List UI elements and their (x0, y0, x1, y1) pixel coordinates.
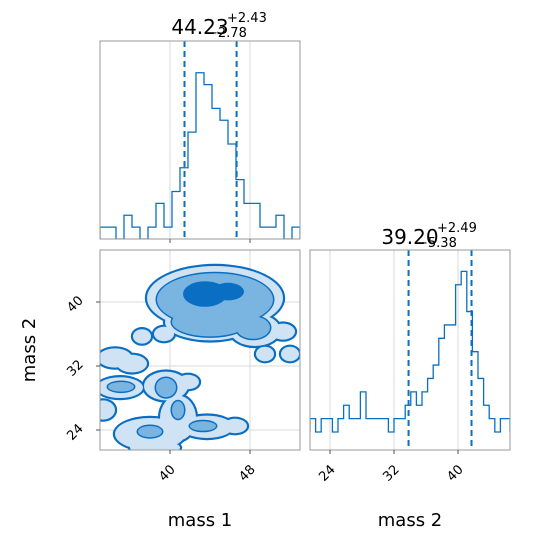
tick-label-x-0: 24 (316, 462, 338, 484)
histogram-mass2-title: 39.20 (381, 225, 438, 249)
tick-label-x-1: 32 (380, 462, 402, 484)
contour-outer-fill-17 (281, 346, 299, 362)
contour-mid-fill-2 (236, 316, 270, 339)
histogram-mass1-bars (100, 72, 300, 239)
contour-frame (99, 249, 301, 451)
histogram-mass1-title: 44.23 (171, 15, 228, 39)
title-mass1-plus: +2.43 (227, 11, 267, 26)
y-axis-label-mass2: mass 2 (19, 318, 40, 383)
tick-label-x-2: 40 (444, 462, 466, 484)
contour-panel: 40 48 24 32 40 mass 1 mass 2 (19, 249, 301, 531)
contour-outer-fill-5 (154, 326, 174, 342)
histogram-mass2-panel: 24 32 40 39.20 +2.49 −5.38 mass 2 (309, 221, 511, 531)
title-mass1-median: 44.23 (171, 15, 228, 39)
tick-label-y-1: 32 (64, 357, 86, 379)
histogram-mass2-grid (329, 250, 459, 450)
contour-mid-fill-7 (172, 401, 184, 419)
histogram-mass1-frame (99, 40, 301, 240)
histogram-mass2-x-ticks: 24 32 40 (316, 450, 467, 485)
title-mass1-minus: −2.78 (207, 26, 247, 41)
histogram-mass1-ticks (169, 239, 251, 243)
contour-mid-fill-6 (190, 421, 216, 431)
histogram-mass2-frame (309, 249, 511, 451)
histogram-mass1-step-line (100, 72, 300, 239)
tick-label-x-0: 40 (156, 462, 178, 484)
contour-mid-fill-4 (108, 382, 134, 392)
tick-label-y-2: 40 (64, 293, 86, 315)
histogram-mass2-quantile-lines (407, 250, 473, 450)
tick-label-x-1: 48 (236, 462, 258, 484)
contour-inner-fill-1 (212, 282, 244, 301)
contour-outer-fill-7 (117, 354, 147, 373)
x-axis-label-mass1: mass 1 (168, 510, 233, 531)
title-mass2-minus: −5.38 (417, 236, 457, 251)
tick-label-y-0: 24 (64, 421, 86, 443)
contour-mid-fill-1 (172, 307, 248, 337)
contour-mid-fill-3 (156, 378, 176, 398)
histogram-mass2-step-line (310, 270, 510, 433)
histogram-mass1-quantile-lines (183, 41, 238, 239)
contour-inner-level (183, 281, 244, 307)
histogram-mass1-grid (169, 41, 251, 239)
contour-outer-fill-3 (271, 323, 295, 340)
histogram-mass1-panel: 44.23 +2.43 −2.78 (99, 11, 301, 243)
title-mass2-median: 39.20 (381, 225, 438, 249)
contour-outer-fill-14 (223, 418, 247, 434)
contour-outer-fill-10 (100, 400, 115, 420)
x-axis-label-mass2: mass 2 (378, 510, 443, 531)
contour-outer-fill-16 (256, 346, 274, 362)
contour-y-ticks: 24 32 40 (64, 293, 100, 444)
histogram-mass2-bars (310, 270, 510, 433)
contour-outer-fill-4 (133, 329, 151, 344)
title-mass2-plus: +2.49 (437, 221, 477, 236)
contour-mid-fill-5 (138, 426, 162, 438)
contour-outer-fill-18 (130, 440, 180, 450)
contour-x-ticks: 40 48 (156, 450, 259, 485)
contour-outer-fill-15 (177, 374, 199, 390)
